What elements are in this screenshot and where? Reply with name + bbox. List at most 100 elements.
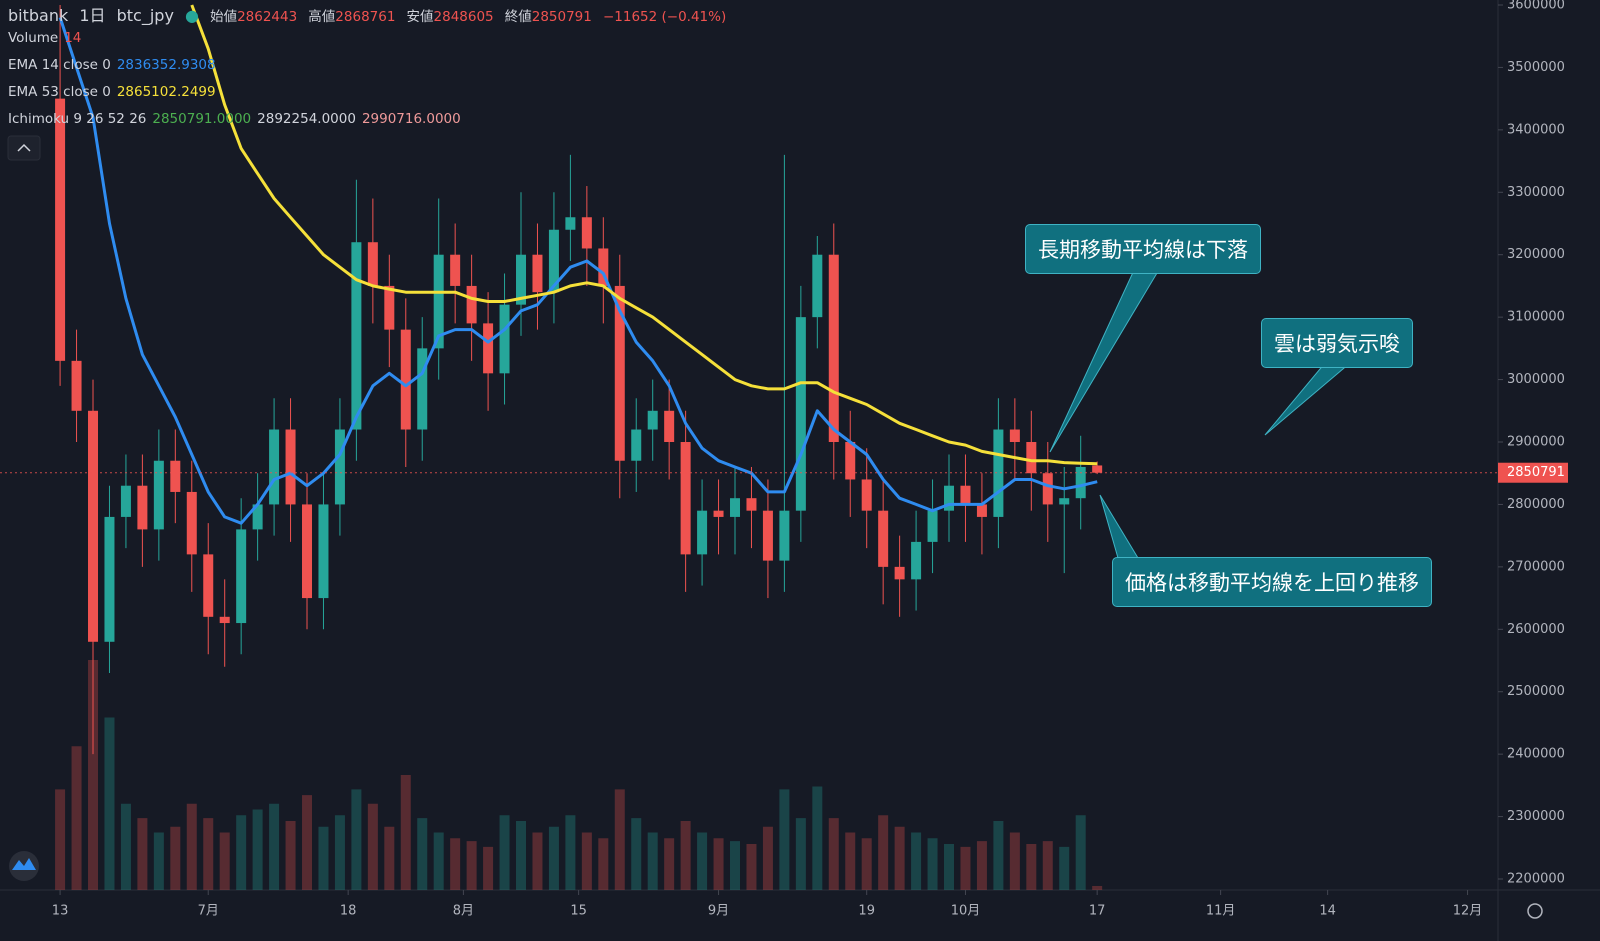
x-tick-label: 13	[52, 904, 69, 919]
volume-bar	[269, 803, 280, 890]
volume-bar	[499, 815, 510, 890]
ohlc-label: 始値	[210, 9, 238, 25]
candle-body	[861, 479, 872, 511]
candle-body	[565, 217, 576, 230]
y-tick-label: 2200000	[1507, 872, 1565, 887]
volume-bar	[285, 821, 296, 890]
x-tick-label: 18	[340, 904, 357, 919]
candle-body	[845, 442, 856, 480]
volume-bar	[828, 818, 839, 890]
collapse-button[interactable]	[7, 135, 41, 161]
candle-body	[993, 429, 1004, 517]
volume-bar	[911, 832, 922, 890]
candle-body	[499, 304, 510, 374]
header-legend: bitbank 1日 btc_jpy ● 始値2862443 高値2868761…	[8, 2, 732, 26]
candle-body	[976, 504, 987, 517]
candle-body	[746, 498, 757, 511]
ohlc-label: 安値	[406, 9, 434, 25]
pair: btc_jpy	[116, 6, 174, 25]
candle-body	[911, 541, 922, 580]
y-tick-label: 3600000	[1507, 0, 1565, 12]
volume-bar	[170, 826, 181, 890]
candle-body	[516, 254, 527, 305]
ema-line	[190, 4, 1098, 466]
volume-bar	[417, 818, 428, 890]
candle-body	[795, 317, 806, 511]
volume-bar	[878, 815, 889, 890]
y-tick-label: 2600000	[1507, 622, 1565, 637]
candle-body	[302, 504, 313, 599]
y-tick-label: 2700000	[1507, 559, 1565, 574]
candle-body	[762, 510, 773, 561]
volume-bar	[1009, 832, 1020, 890]
volume-bar	[614, 789, 625, 890]
volume-bar	[894, 826, 905, 890]
candle-body	[88, 410, 99, 642]
candle-body	[351, 242, 362, 430]
candle-body	[384, 285, 395, 330]
volume-bar	[548, 826, 559, 890]
volume-bar	[680, 821, 691, 890]
volume-bar	[384, 826, 395, 890]
volume-bar	[88, 660, 99, 890]
volume-bar	[713, 838, 724, 890]
volume-bar	[598, 838, 609, 890]
x-tick-label: 10月	[951, 904, 981, 919]
candle-body	[1075, 466, 1086, 499]
x-tick-label: 14	[1319, 904, 1336, 919]
candle-body	[779, 510, 790, 561]
volume-bar	[516, 821, 527, 890]
volume-bar	[845, 832, 856, 890]
volume-bar	[318, 826, 329, 890]
volume-bar	[466, 841, 477, 890]
ichimoku-legend: Ichimoku 9 26 52 26 2850791.0000 2892254.0…	[8, 111, 467, 127]
volume-bar	[647, 832, 658, 890]
settings-icon[interactable]	[1527, 903, 1543, 919]
candle-body	[927, 510, 938, 542]
candle-body	[170, 460, 181, 492]
candle-body	[828, 254, 839, 443]
volume-bar	[186, 803, 197, 890]
volume-bar	[927, 838, 938, 890]
y-tick-label: 3000000	[1507, 372, 1565, 387]
ohlc-value: 2862443	[237, 9, 298, 25]
volume-bar	[351, 789, 362, 890]
last-price-box	[1498, 462, 1568, 483]
volume-bar	[861, 838, 872, 890]
candle-body	[318, 504, 329, 599]
ohlc-value: 2848605	[433, 9, 494, 25]
volume-bar	[581, 832, 592, 890]
y-tick-label: 3300000	[1507, 185, 1565, 200]
legend-value: 14	[64, 30, 82, 46]
volume-bar	[400, 775, 411, 890]
candle-body	[334, 429, 345, 505]
volume-bar	[532, 832, 543, 890]
candle-body	[433, 254, 444, 349]
candle-body	[944, 485, 955, 511]
ohlc-value: 2850791	[531, 9, 592, 25]
y-tick-label: 3100000	[1507, 310, 1565, 325]
candle-body	[1059, 498, 1070, 505]
volume-bar	[812, 786, 823, 890]
x-tick-label: 11月	[1206, 904, 1236, 919]
legend-name: Volume	[8, 30, 59, 46]
candle-body	[71, 360, 82, 411]
candle-body	[548, 229, 559, 293]
candle-body	[730, 498, 741, 517]
volume-bar	[334, 815, 345, 890]
legend-value: 2850791.0000	[152, 111, 252, 127]
volume-bar	[960, 846, 971, 890]
x-tick-label: 8月	[453, 904, 474, 919]
candle-body	[1092, 465, 1103, 473]
volume-bar	[120, 803, 131, 890]
legend-name: EMA 53 close 0	[8, 84, 111, 100]
legend-value: 2990716.0000	[361, 111, 461, 127]
x-tick-label: 12月	[1453, 904, 1483, 919]
ohlc-label: 高値	[308, 9, 336, 25]
volume-bar	[631, 818, 642, 890]
logo-mark	[12, 858, 36, 870]
volume-bar	[976, 841, 987, 890]
candle-body	[631, 429, 642, 461]
status-dot: ●	[185, 6, 199, 25]
